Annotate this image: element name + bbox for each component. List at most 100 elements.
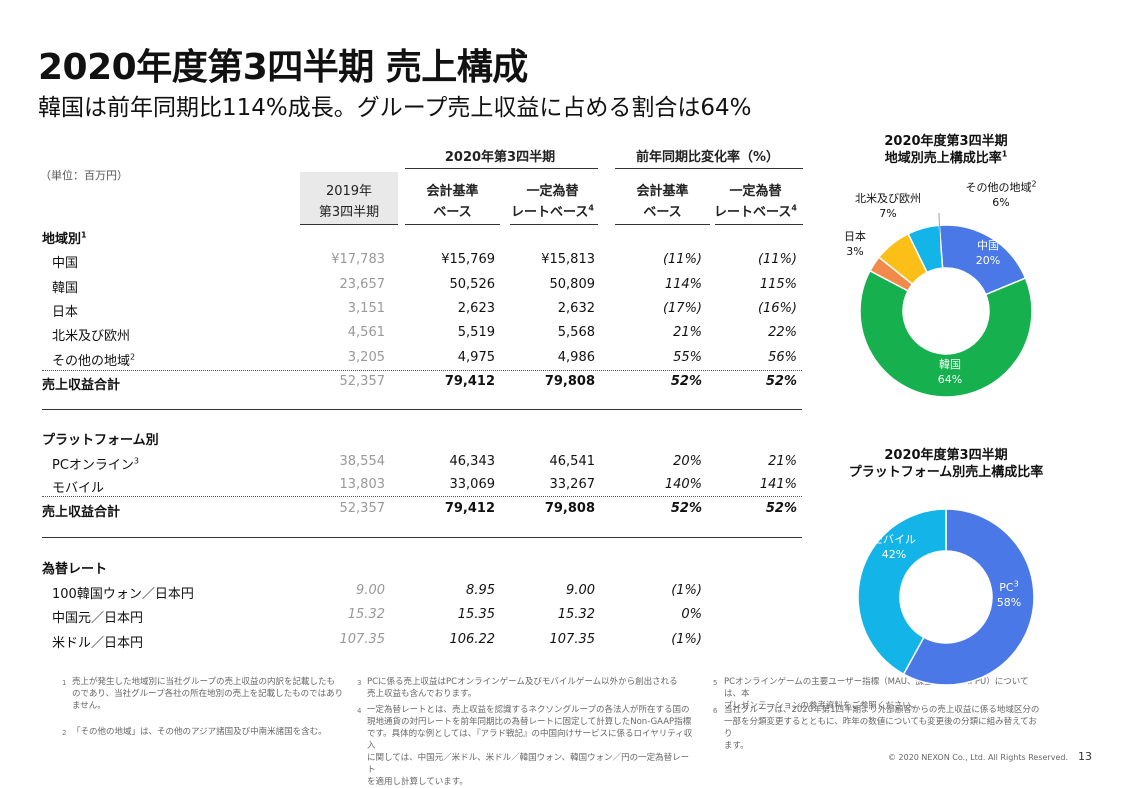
change-acct: 52% <box>670 374 702 389</box>
value-2019: 3,205 <box>347 350 385 365</box>
footnote-1: 売上が発生した地域別に当社グループの売上収益の内訳を記載したも のであり、当社グル… <box>72 677 344 711</box>
value-const: 79,808 <box>544 501 595 516</box>
header-bar-2019 <box>300 172 398 224</box>
region-section-header: 地域別1 <box>42 230 87 247</box>
value-2019: 15.32 <box>347 607 385 622</box>
col-underline-const <box>510 224 598 225</box>
change-acct: (17%) <box>662 301 702 316</box>
footnote-3-number: 3 <box>357 679 362 687</box>
change-const: 21% <box>768 454 797 469</box>
change-const: 56% <box>768 350 797 365</box>
value-acct: 106.22 <box>449 632 496 647</box>
value-acct: 5,519 <box>457 325 495 340</box>
value-2019: ¥17,783 <box>331 252 385 267</box>
value-2019: 4,561 <box>347 325 385 340</box>
group-header-2020q3: 2020年第3四半期 <box>444 150 556 165</box>
col-underline-chg-acct <box>615 224 710 225</box>
platform-end-line <box>42 537 802 538</box>
col-underline-chg-const <box>715 224 803 225</box>
col-header-chg-const-line1: 一定為替 <box>729 184 782 199</box>
col-header-chg-const-line2: レートベース4 <box>714 203 797 220</box>
value-const: 79,808 <box>544 374 595 389</box>
value-2019: 9.00 <box>356 583 385 598</box>
value-acct: 50,526 <box>449 277 496 292</box>
change-const: 52% <box>765 501 797 516</box>
footnote-1-number: 1 <box>62 679 67 687</box>
row-label: その他の地域2 <box>52 352 136 369</box>
col-underline-2019 <box>300 224 398 225</box>
row-label: 米ドル／日本円 <box>52 636 144 651</box>
slice-label-china: 中国 20% <box>975 239 1001 267</box>
slice-japan <box>868 256 914 292</box>
slice-label-na-eu: 北米及び欧州 7% <box>855 192 921 220</box>
value-const: ¥15,813 <box>541 252 595 267</box>
group-header-change: 前年同期比変化率（%） <box>635 150 780 165</box>
slice-na-eu <box>877 232 929 286</box>
fx-section-header: 為替レート <box>42 562 108 577</box>
change-acct: 0% <box>681 607 702 622</box>
change-const: 22% <box>768 325 797 340</box>
value-const: 2,632 <box>557 301 595 316</box>
value-acct: 4,975 <box>457 350 495 365</box>
value-const: 107.35 <box>549 632 596 647</box>
change-acct: (11%) <box>662 252 702 267</box>
change-acct: 114% <box>664 277 702 292</box>
change-const: (11%) <box>757 252 797 267</box>
change-acct: (1%) <box>671 583 702 598</box>
row-label: 100韓国ウォン／日本円 <box>52 587 194 602</box>
value-const: 50,809 <box>549 277 596 292</box>
row-label: 中国 <box>52 256 79 271</box>
slice-other <box>907 224 944 274</box>
row-label: 売上収益合計 <box>42 378 121 393</box>
change-acct: 21% <box>673 325 702 340</box>
col-header-2019-line1: 2019年 <box>325 184 373 199</box>
footnote-6-number: 6 <box>713 707 718 715</box>
change-acct: 140% <box>664 477 702 492</box>
platform-section-header: プラットフォーム別 <box>42 433 159 448</box>
slice-label-pc: PC3 58% <box>996 579 1022 609</box>
row-label: 日本 <box>52 305 79 320</box>
value-2019: 52,357 <box>339 501 386 516</box>
region-end-line <box>42 409 802 410</box>
footnote-2: 「その他の地域」は、その他のアジア諸国及び中南米諸国を含む。 <box>72 727 327 737</box>
slice-label-other: その他の地域2 6% <box>965 179 1037 209</box>
value-acct: ¥15,769 <box>441 252 495 267</box>
slice-label-japan: 日本 3% <box>844 230 866 258</box>
platform-chart-title: 2020年度第3四半期 プラットフォーム別売上構成比率 <box>848 448 1044 480</box>
footnote-3: PCに係る売上収益はPCオンラインゲーム及びモバイルゲーム以外から創出される 売上… <box>367 677 678 699</box>
value-acct: 33,069 <box>449 477 496 492</box>
row-label: モバイル <box>52 481 105 496</box>
change-acct: 20% <box>673 454 702 469</box>
value-2019: 23,657 <box>339 277 386 292</box>
change-const: 141% <box>759 477 797 492</box>
col-header-2019-line2: 第3四半期 <box>318 205 380 220</box>
row-label: 売上収益合計 <box>42 505 121 520</box>
slice-label-mobile: モバイル 42% <box>872 533 916 561</box>
page-number: 13 <box>1078 750 1092 763</box>
col-header-chg-acct-line1: 会計基準 <box>636 184 689 199</box>
col-header-const-line1: 一定為替 <box>526 184 579 199</box>
footnote-2-number: 2 <box>62 729 67 737</box>
col-header-chg-acct-line2: ベース <box>643 205 682 220</box>
value-2019: 107.35 <box>339 632 386 647</box>
value-acct: 8.95 <box>466 583 495 598</box>
page-subtitle: 韓国は前年同期比114%成長。グループ売上収益に占める割合は64% <box>38 95 752 121</box>
value-acct: 79,412 <box>444 501 495 516</box>
leader-line-other <box>938 212 941 253</box>
platform-total-dotted-line <box>42 496 802 497</box>
row-label: 韓国 <box>52 281 79 296</box>
value-acct: 79,412 <box>444 374 495 389</box>
value-2019: 3,151 <box>347 301 385 316</box>
change-acct: 55% <box>673 350 702 365</box>
value-2019: 38,554 <box>339 454 386 469</box>
region-chart-title: 2020年度第3四半期 地域別売上構成比率1 <box>884 134 1008 166</box>
value-const: 5,568 <box>557 325 595 340</box>
change-const: 115% <box>759 277 797 292</box>
group-underline-2020 <box>405 168 598 169</box>
change-acct: 52% <box>670 501 702 516</box>
copyright: © 2020 NEXON Co., Ltd. All Rights Reserv… <box>887 753 1068 762</box>
group-underline-change <box>615 168 803 169</box>
footnote-5: PCオンラインゲームの主要ユーザー指標（MAU、課金率及びARPPU）については… <box>724 677 1029 711</box>
footnote-4-number: 4 <box>357 707 362 715</box>
col-header-const-line2: レートベース4 <box>511 203 594 220</box>
